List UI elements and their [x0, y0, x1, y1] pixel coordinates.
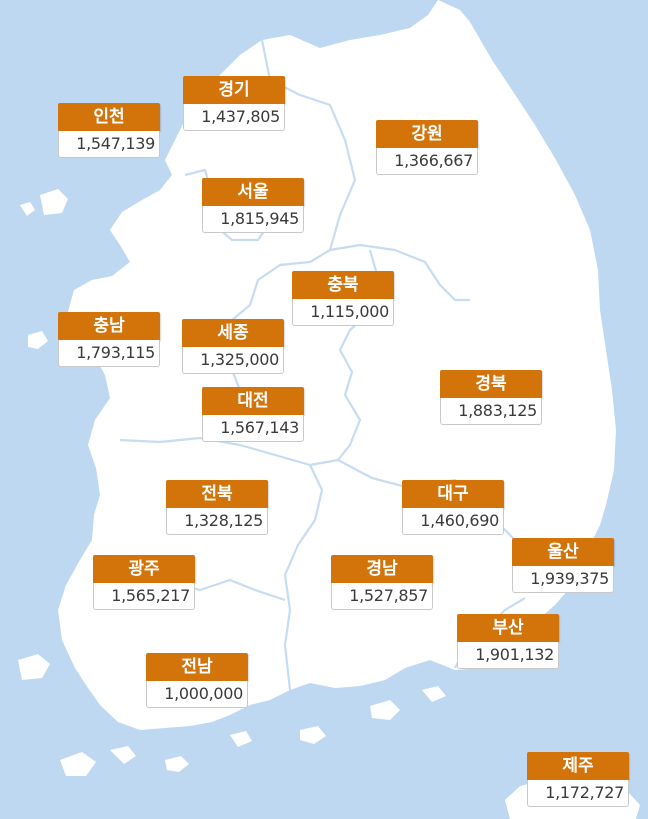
region-value: 1,883,125 — [440, 398, 542, 425]
region-name: 광주 — [93, 555, 195, 583]
region-label-gangwon: 강원 1,366,667 — [376, 120, 478, 175]
island — [370, 700, 400, 720]
region-name: 대구 — [402, 480, 504, 508]
region-value: 1,547,139 — [58, 131, 160, 158]
region-name: 제주 — [527, 752, 629, 780]
region-name: 경남 — [331, 555, 433, 583]
island — [110, 746, 136, 764]
region-name: 전남 — [146, 653, 248, 681]
region-value: 1,527,857 — [331, 583, 433, 610]
island — [20, 202, 35, 216]
region-value: 1,172,727 — [527, 780, 629, 807]
island — [60, 752, 96, 776]
region-name: 부산 — [457, 614, 559, 642]
island — [28, 331, 48, 349]
region-name: 전북 — [166, 480, 268, 508]
region-value: 1,366,667 — [376, 148, 478, 175]
region-name: 강원 — [376, 120, 478, 148]
region-label-chungnam: 충남 1,793,115 — [58, 312, 160, 367]
region-label-sejong: 세종 1,325,000 — [182, 319, 284, 374]
region-label-busan: 부산 1,901,132 — [457, 614, 559, 669]
region-name: 충남 — [58, 312, 160, 340]
region-value: 1,328,125 — [166, 508, 268, 535]
region-label-jeju: 제주 1,172,727 — [527, 752, 629, 807]
region-value: 1,325,000 — [182, 347, 284, 374]
region-label-incheon: 인천 1,547,139 — [58, 103, 160, 158]
region-label-jeonbuk: 전북 1,328,125 — [166, 480, 268, 535]
island — [40, 189, 68, 215]
region-name: 충북 — [292, 271, 394, 299]
region-label-gyeongnam: 경남 1,527,857 — [331, 555, 433, 610]
region-value: 1,437,805 — [183, 104, 285, 131]
region-value: 1,115,000 — [292, 299, 394, 326]
region-label-gyeonggi: 경기 1,437,805 — [183, 76, 285, 131]
region-value: 1,000,000 — [146, 681, 248, 708]
region-name: 세종 — [182, 319, 284, 347]
region-label-gwangju: 광주 1,565,217 — [93, 555, 195, 610]
region-name: 울산 — [512, 538, 614, 566]
island — [422, 686, 446, 702]
region-label-daegu: 대구 1,460,690 — [402, 480, 504, 535]
region-name: 대전 — [202, 387, 304, 415]
region-value: 1,460,690 — [402, 508, 504, 535]
border-line — [283, 464, 324, 691]
region-value: 1,567,143 — [202, 415, 304, 442]
region-name: 경북 — [440, 370, 542, 398]
region-name: 경기 — [183, 76, 285, 104]
region-value: 1,939,375 — [512, 566, 614, 593]
border-line — [329, 243, 470, 302]
region-label-seoul: 서울 1,815,945 — [202, 178, 304, 233]
region-value: 1,901,132 — [457, 642, 559, 669]
mainland-shape — [58, 0, 616, 730]
region-label-jeonnam: 전남 1,000,000 — [146, 653, 248, 708]
region-name: 인천 — [58, 103, 160, 131]
region-label-chungbuk: 충북 1,115,000 — [292, 271, 394, 326]
region-label-ulsan: 울산 1,939,375 — [512, 538, 614, 593]
island — [18, 654, 50, 680]
region-label-daejeon: 대전 1,567,143 — [202, 387, 304, 442]
region-value: 1,793,115 — [58, 340, 160, 367]
island — [300, 726, 326, 744]
island — [230, 731, 252, 747]
region-label-gyeongbuk: 경북 1,883,125 — [440, 370, 542, 425]
region-value: 1,565,217 — [93, 583, 195, 610]
region-name: 서울 — [202, 178, 304, 206]
island — [165, 756, 189, 772]
region-value: 1,815,945 — [202, 206, 304, 233]
